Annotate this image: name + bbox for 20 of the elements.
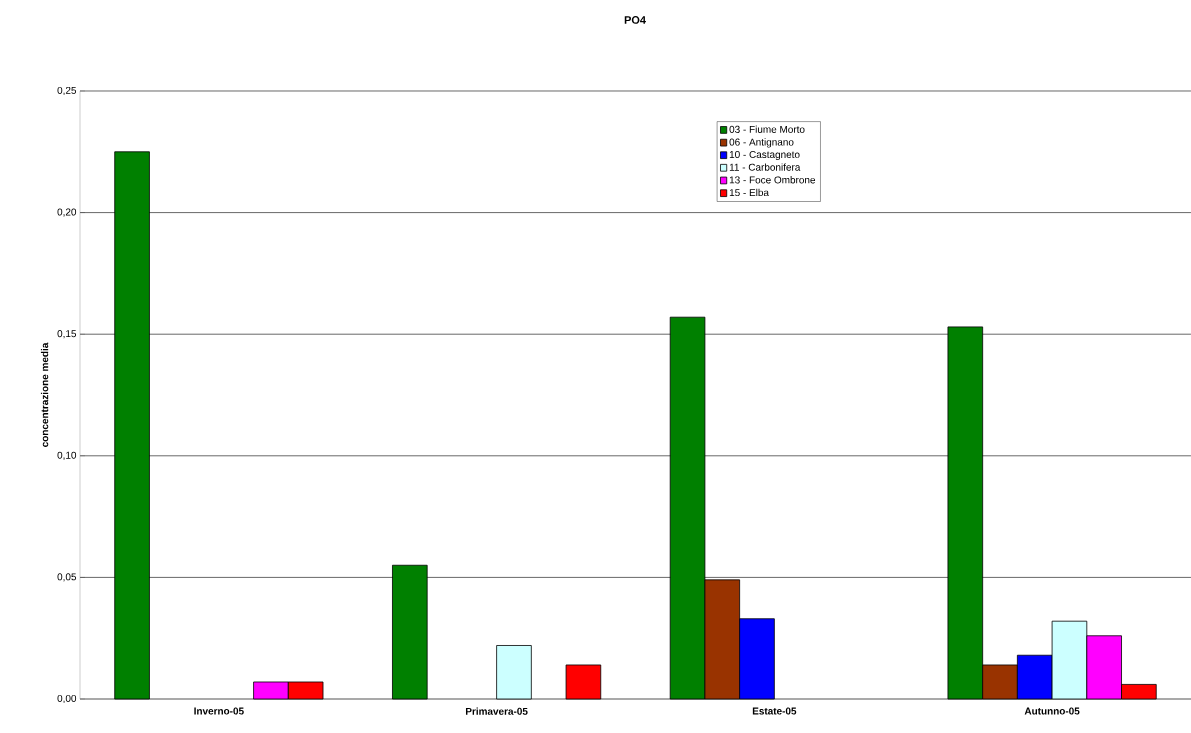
x-tick-label: Inverno-05	[194, 707, 244, 715]
y-tick-label: 0,15	[57, 330, 77, 339]
y-tick-label: 0,10	[57, 451, 77, 460]
legend-label: 03 - Fiume Morto	[729, 125, 805, 133]
bar	[565, 664, 602, 700]
x-tick-label: Primavera-05	[465, 707, 528, 715]
legend-label: 10 - Castagneto	[729, 150, 800, 160]
y-axis-title: concentrazione media	[40, 342, 49, 447]
legend-label: 06 - Antignano	[729, 138, 794, 148]
y-tick-label: 0,20	[57, 208, 77, 217]
y-tick-label: 0,25	[57, 86, 77, 96]
legend-label: 13 - Foce Ombrone	[729, 176, 816, 184]
x-tick-label: Estate-05	[752, 707, 797, 715]
x-tick-label: Autunno-05	[1024, 707, 1080, 715]
y-tick-label: 0,00	[57, 694, 77, 704]
legend-label: 11 - Carbonifera	[729, 163, 801, 171]
chart-title: PO4	[624, 16, 646, 24]
bar	[496, 645, 532, 700]
y-tick-label: 0,05	[57, 573, 77, 582]
legend-label: 15 - Elba	[729, 188, 769, 197]
